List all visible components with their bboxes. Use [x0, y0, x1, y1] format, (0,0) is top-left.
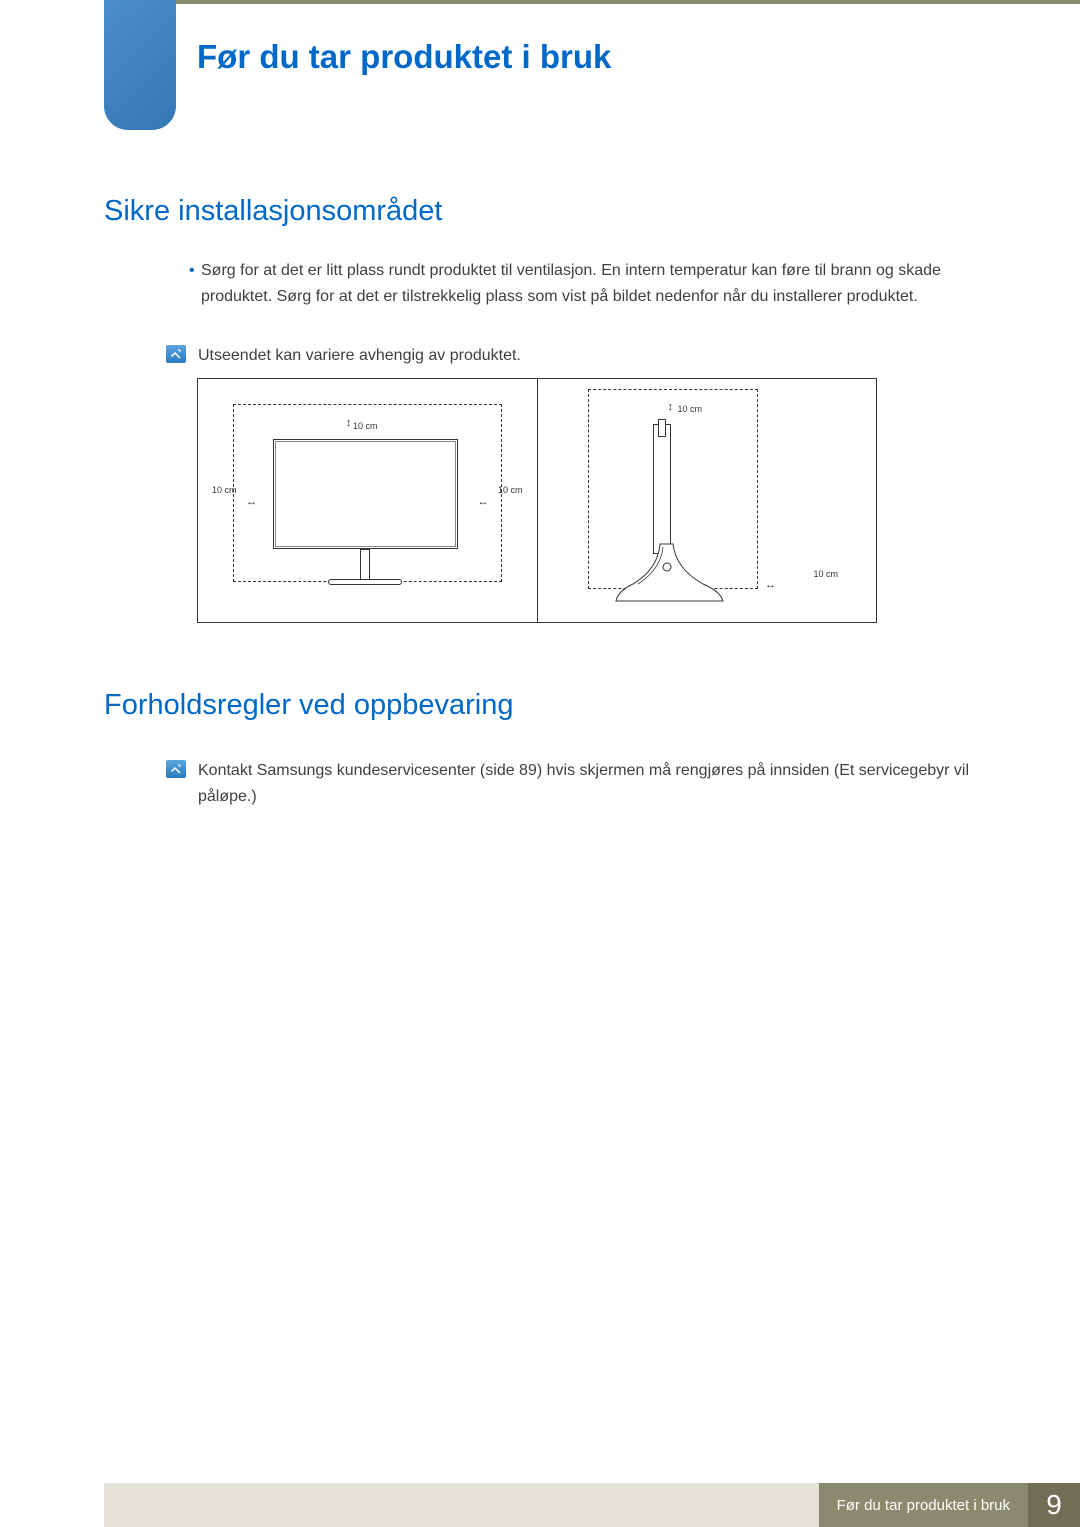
diagram-side-view: 10 cm ↕ 10 cm ↔ — [538, 379, 877, 622]
section-heading-storage: Forholdsregler ved oppbevaring — [104, 689, 513, 722]
arrow-icon: ↔ — [765, 579, 776, 591]
clearance-diagram: 10 cm ↕ 10 cm ↔ 10 cm ↔ 10 cm ↕ 10 cm ↔ — [197, 378, 877, 623]
section-heading-installation: Sikre installasjonsområdet — [104, 195, 442, 228]
bullet-marker: • — [189, 258, 201, 284]
note-text: Utseendet kan variere avhengig av produk… — [198, 343, 521, 369]
clearance-side-back-label: 10 cm — [813, 569, 838, 579]
page-title: Før du tar produktet i bruk — [197, 38, 611, 76]
arrow-icon: ↔ — [246, 496, 257, 508]
clearance-right-label: 10 cm — [498, 485, 523, 495]
note-appearance: Utseendet kan variere avhengig av produk… — [166, 343, 976, 369]
top-bar — [104, 0, 1080, 4]
arrow-icon: ↕ — [668, 401, 674, 413]
footer-spacer — [104, 1483, 819, 1527]
note-icon — [166, 760, 186, 778]
arrow-icon: ↔ — [478, 496, 489, 508]
clearance-left-label: 10 cm — [212, 485, 237, 495]
footer: Før du tar produktet i bruk 9 — [104, 1483, 1080, 1527]
arrow-icon: ↕ — [346, 417, 352, 429]
note-text: Kontakt Samsungs kundeservicesenter (sid… — [198, 758, 976, 809]
page-number: 9 — [1028, 1483, 1080, 1527]
diagram-front-view: 10 cm ↕ 10 cm ↔ 10 cm ↔ — [198, 379, 538, 622]
bullet-text: Sørg for at det er litt plass rundt prod… — [201, 258, 976, 311]
note-icon — [166, 345, 186, 363]
clearance-top-label: 10 cm — [353, 421, 378, 431]
note-service: Kontakt Samsungs kundeservicesenter (sid… — [166, 758, 976, 809]
clearance-side-top-label: 10 cm — [678, 404, 703, 414]
installation-bullet: •Sørg for at det er litt plass rundt pro… — [189, 258, 976, 311]
side-tab-decoration — [104, 0, 176, 130]
footer-text: Før du tar produktet i bruk — [819, 1483, 1028, 1527]
